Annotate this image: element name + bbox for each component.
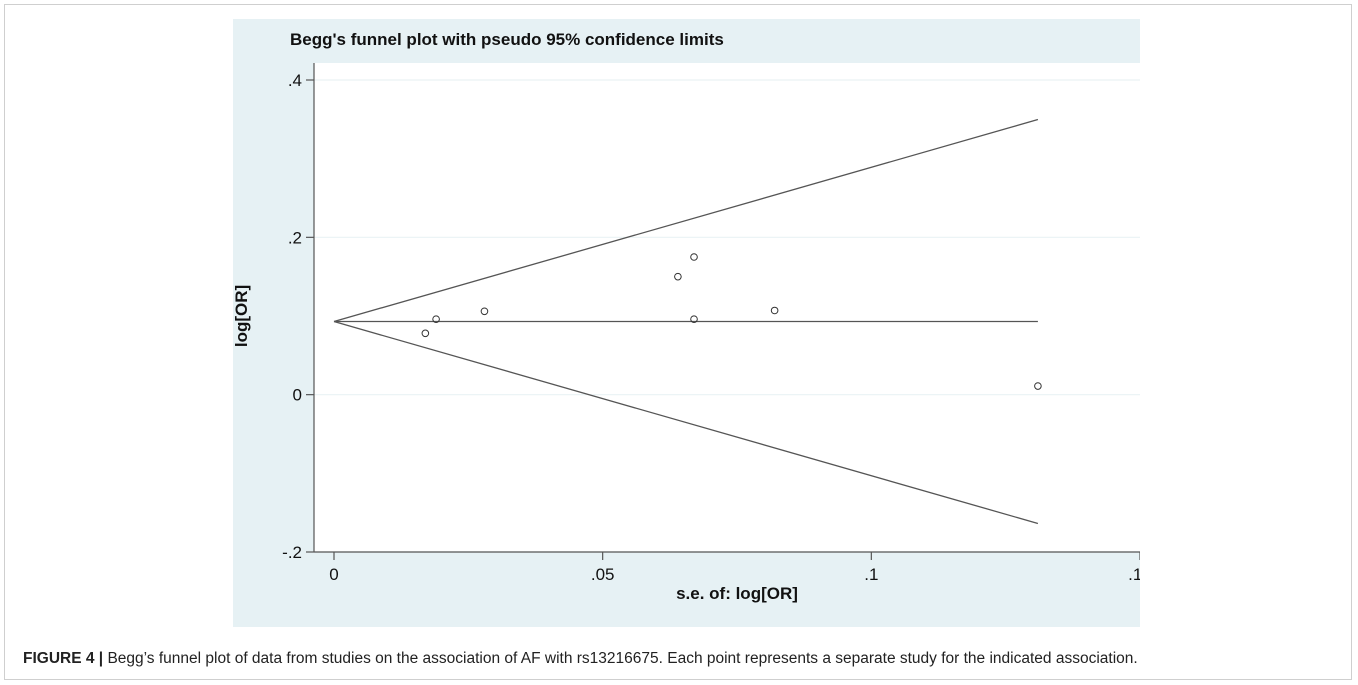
study-point	[432, 315, 440, 323]
study-point	[421, 329, 430, 338]
data-points	[421, 253, 1042, 390]
y-tick-label: .2	[288, 228, 302, 247]
study-point	[690, 253, 698, 261]
funnel-plot: -.2 0 .2 .4 0 .05 .1 .15 Begg's funnel plot wit…	[233, 19, 1140, 627]
study-point	[770, 306, 779, 315]
study-point	[480, 307, 489, 316]
x-tick-label: 0	[329, 565, 338, 584]
axes: -.2 0 .2 .4 0 .05 .1 .15	[282, 63, 1140, 584]
plot-area	[314, 63, 1140, 552]
x-tick-label: .15	[1128, 565, 1140, 584]
y-tick-label: .4	[288, 71, 302, 90]
caption-text: Begg’s funnel plot of data from studies …	[103, 650, 1138, 667]
upper-confidence-limit	[333, 118, 1039, 323]
figure-caption: FIGURE 4 | Begg’s funnel plot of data fr…	[23, 650, 1343, 668]
chart-panel: -.2 0 .2 .4 0 .05 .1 .15 Begg's funnel plot wit…	[233, 19, 1140, 627]
figure-frame: -.2 0 .2 .4 0 .05 .1 .15 Begg's funnel plot wit…	[4, 4, 1352, 680]
study-point	[1034, 382, 1042, 390]
chart-title: Begg's funnel plot with pseudo 95% confi…	[290, 30, 724, 49]
caption-label: FIGURE 4 |	[23, 650, 104, 667]
y-tick-label: -.2	[282, 543, 302, 562]
x-axis-label: s.e. of: log[OR]	[676, 584, 798, 603]
funnel-lines	[333, 118, 1039, 525]
lower-confidence-limit	[333, 320, 1039, 525]
x-tick-label: .1	[864, 565, 878, 584]
study-point	[690, 315, 698, 323]
y-axis-label: log[OR]	[233, 285, 251, 347]
study-point	[674, 272, 682, 281]
x-tick-label: .05	[591, 565, 615, 584]
y-tick-label: 0	[293, 386, 302, 405]
